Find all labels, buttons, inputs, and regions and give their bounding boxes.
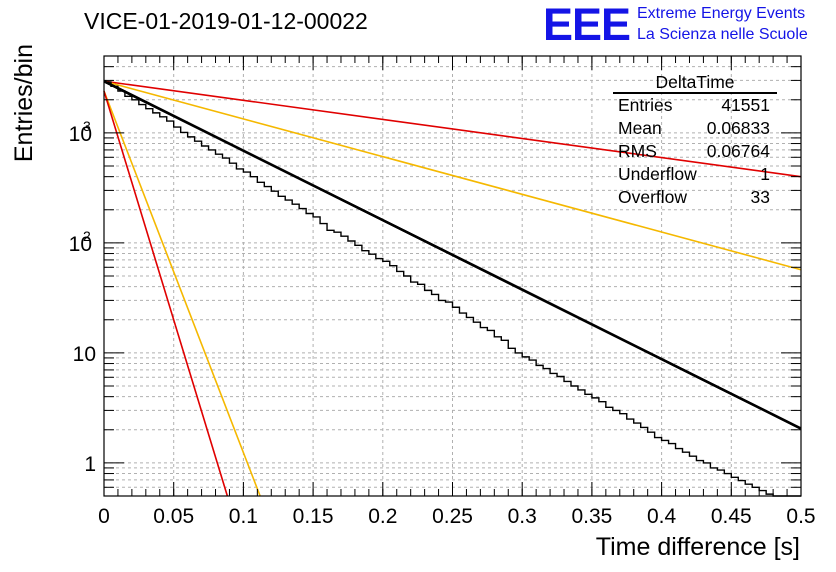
histogram xyxy=(103,80,802,497)
x-tick-label: 0.15 xyxy=(293,505,334,528)
x-tick-label: 0.45 xyxy=(711,505,752,528)
stats-value: 41551 xyxy=(721,95,770,115)
y-tick-label: 10 xyxy=(69,233,92,256)
stats-box: DeltaTime Entries 41551 Mean 0.06833 RMS… xyxy=(611,72,779,209)
axis-ticks xyxy=(103,55,802,497)
stats-label: Overflow xyxy=(618,187,688,207)
chart-title: VICE-01-2019-01-12-00022 xyxy=(84,8,368,34)
logo-line-1: Extreme Energy Events xyxy=(637,5,806,22)
stats-row-entries: Entries 41551 xyxy=(611,94,779,117)
y-axis-label-wrap: Entries/bin xyxy=(10,44,40,184)
stats-row-rms: RMS 0.06764 xyxy=(611,140,779,163)
x-tick-label: 0 xyxy=(98,505,110,528)
stats-label: RMS xyxy=(618,141,657,161)
y-tick-label: 10 xyxy=(69,123,92,146)
x-tick-label: 0.2 xyxy=(368,505,397,528)
stats-label: Underflow xyxy=(618,164,697,184)
stats-title: DeltaTime xyxy=(613,72,777,94)
x-axis-label: Time difference [s] xyxy=(595,533,800,561)
logo-text: Extreme Energy Events La Scienza nelle S… xyxy=(637,3,808,45)
stats-value: 33 xyxy=(750,187,770,207)
bound-line xyxy=(103,90,229,497)
eee-logo: EEE xyxy=(543,0,631,50)
stats-row-underflow: Underflow 1 xyxy=(611,163,779,186)
x-tick-label: 0.5 xyxy=(786,505,815,528)
stats-value: 0.06833 xyxy=(706,118,770,138)
x-tick-label: 0.1 xyxy=(229,505,258,528)
y-tick-exponent: 2 xyxy=(83,228,91,244)
stats-label: Mean xyxy=(618,118,662,138)
x-tick-label: 0.05 xyxy=(153,505,194,528)
x-tick-label: 0.4 xyxy=(647,505,677,528)
y-tick-exponent: 3 xyxy=(83,118,91,134)
grid-lines xyxy=(104,56,801,496)
fit-line-overlay xyxy=(103,80,802,430)
x-tick-label: 0.35 xyxy=(571,505,612,528)
y-axis-label: Entries/bin xyxy=(10,44,38,163)
x-tick-label: 0.25 xyxy=(432,505,473,528)
y-tick-label: 1 xyxy=(84,453,96,476)
histogram-steps xyxy=(104,81,801,497)
stats-value: 1 xyxy=(760,164,770,184)
y-tick-label: 10 xyxy=(73,343,96,366)
bound-line xyxy=(103,80,802,271)
x-tick-labels: 0 0.05 0.1 0.15 0.2 0.25 0.3 0.35 0.4 0.45 0.5 xyxy=(98,505,815,528)
logo-line-2: La Scienza nelle Scuole xyxy=(637,26,808,43)
stats-label: Entries xyxy=(618,95,673,115)
stats-row-mean: Mean 0.06833 xyxy=(611,117,779,140)
bound-line xyxy=(103,80,802,178)
x-tick-label: 0.3 xyxy=(508,505,537,528)
stats-row-overflow: Overflow 33 xyxy=(611,186,779,209)
bound-line xyxy=(103,90,261,497)
stats-value: 0.06764 xyxy=(706,141,770,161)
